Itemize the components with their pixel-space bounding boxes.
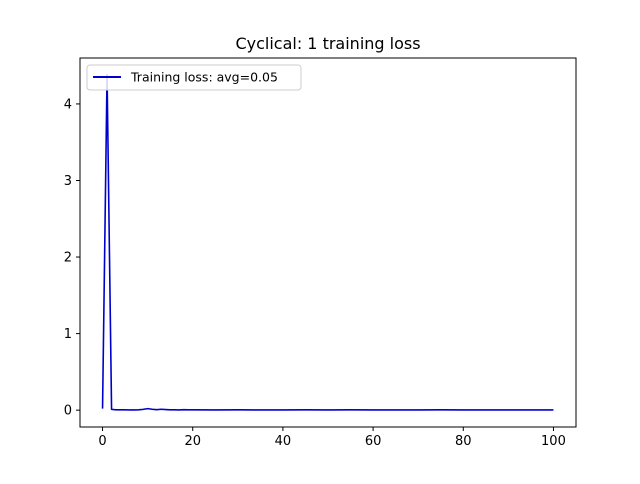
y-tick-label: 3 xyxy=(64,174,72,189)
x-tick-label: 80 xyxy=(455,434,472,449)
y-tick-label: 4 xyxy=(64,97,72,112)
plot-frame xyxy=(79,57,577,428)
legend: Training loss: avg=0.05 xyxy=(86,64,302,91)
x-tick-label: 40 xyxy=(275,434,292,449)
x-tick-label: 100 xyxy=(541,434,566,449)
y-tick-label: 1 xyxy=(64,327,72,342)
chart-title: Cyclical: 1 training loss xyxy=(235,34,420,53)
y-tick-label: 0 xyxy=(64,404,72,419)
x-tick-label: 60 xyxy=(365,434,382,449)
legend-label: Training loss: avg=0.05 xyxy=(130,70,278,85)
y-tick-label: 2 xyxy=(64,251,72,266)
series-line-0 xyxy=(101,74,554,411)
x-tick-label: 20 xyxy=(184,434,201,449)
x-tick-label: 0 xyxy=(98,434,106,449)
legend-box xyxy=(86,64,302,91)
